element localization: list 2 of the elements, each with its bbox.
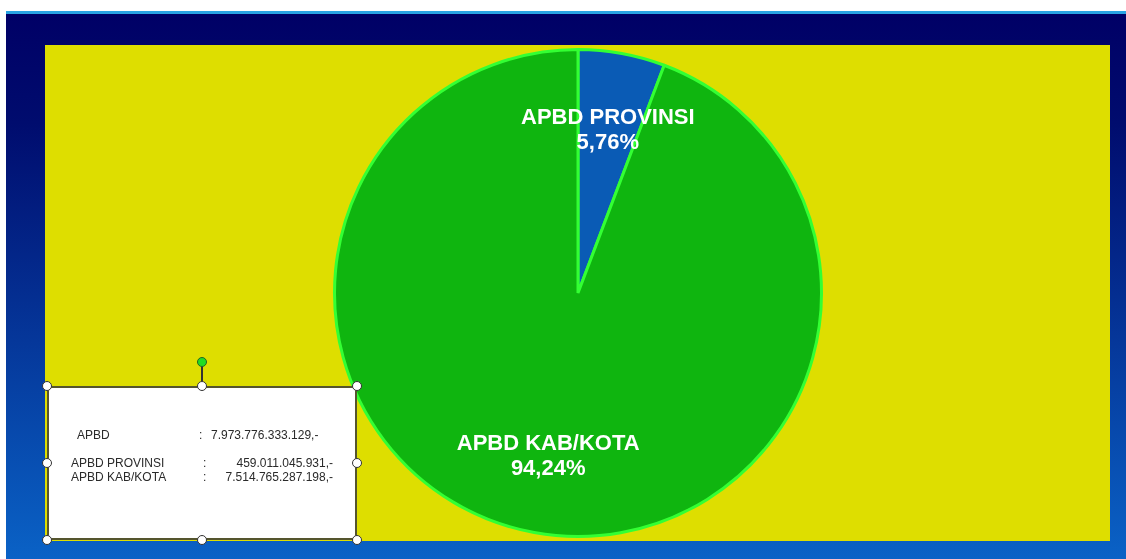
data-label: 94,24% — [510, 454, 586, 480]
slice-label: APBD KAB/KOTA — [456, 429, 640, 455]
